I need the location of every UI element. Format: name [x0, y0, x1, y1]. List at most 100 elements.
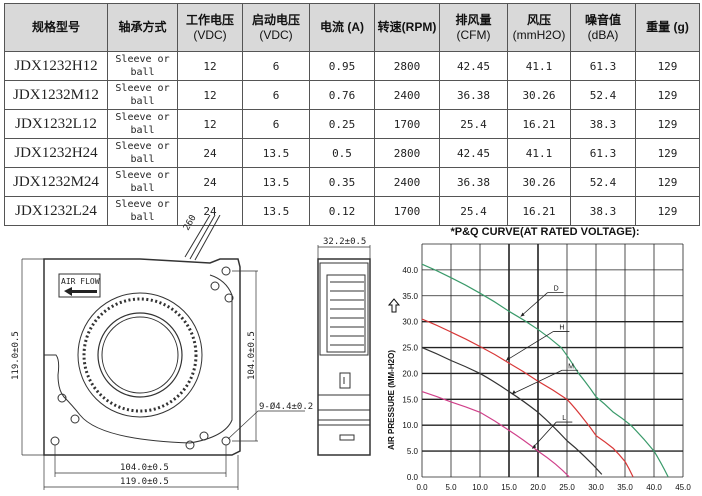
table-cell: JDX1232H24: [4, 138, 108, 168]
table-cell: 12: [177, 51, 243, 81]
callout-line: [520, 292, 548, 317]
column-header: 噪音值 (dBA): [570, 3, 636, 52]
table-cell: 2400: [374, 80, 440, 110]
column-header: 重量 (g): [635, 3, 700, 52]
table-cell: 129: [635, 138, 700, 168]
table-cell: 129: [635, 167, 700, 197]
x-tick-label: 5.0: [445, 483, 457, 492]
y-tick-label: 0.0: [407, 473, 419, 482]
column-header: 轴承方式: [107, 3, 178, 52]
table-cell: Sleeve or ball: [107, 138, 178, 168]
table-cell: 0.5: [309, 138, 375, 168]
table-cell: 16.21: [507, 109, 571, 139]
table-cell: 61.3: [570, 51, 636, 81]
column-header: 启动电压 (VDC): [242, 3, 310, 52]
table-cell: JDX1232M24: [4, 167, 108, 197]
y-tick-label: 25.0: [402, 344, 418, 353]
table-cell: 1700: [374, 109, 440, 139]
dim-height: 119.0±0.5: [11, 331, 21, 380]
x-tick-label: 30.0: [588, 483, 604, 492]
header-unit: (VDC): [193, 27, 227, 42]
y-tick-label: 40.0: [402, 266, 418, 275]
callout-line: [531, 421, 557, 449]
y-tick-label: 20.0: [402, 369, 418, 378]
header-label: 风压: [526, 12, 551, 27]
y-tick-label: 5.0: [407, 447, 419, 456]
table-cell: 25.4: [439, 109, 508, 139]
x-tick-label: 20.0: [530, 483, 546, 492]
table-cell: 36.38: [439, 80, 508, 110]
table-cell: 52.4: [570, 167, 636, 197]
table-cell: 13.5: [242, 138, 310, 168]
table-cell: 61.3: [570, 138, 636, 168]
column-header: 风压 (mmH2O): [507, 3, 571, 52]
arrow-head-icon: [532, 444, 537, 449]
table-cell: 6: [242, 51, 310, 81]
x-tick-label: 15.0: [501, 483, 517, 492]
table-cell: 0.25: [309, 109, 375, 139]
header-label: 规格型号: [31, 20, 80, 34]
series-line-M: [421, 346, 603, 475]
header-unit: (CFM): [456, 27, 491, 42]
x-tick-label: 0.0: [416, 483, 428, 492]
arrow-head-icon: [511, 390, 516, 395]
table-cell: 16.21: [507, 196, 571, 226]
table-cell: 0.12: [309, 196, 375, 226]
header-label: 重量 (g): [646, 20, 689, 34]
column-header: 转速(RPM): [374, 3, 440, 52]
table-cell: Sleeve or ball: [107, 80, 178, 110]
table-cell: 52.4: [570, 80, 636, 110]
table-cell: 2800: [374, 138, 440, 168]
table-row: JDX1232L24 Sleeve or ball 24 13.5 0.12 1700 25…: [4, 196, 700, 226]
series-label: L: [562, 415, 566, 422]
spec-table: 规格型号 轴承方式 工作电压 (VDC) 启动电压 (VDC) 电流 (A) 转速(RPM) 排…: [4, 3, 700, 226]
series-line-H: [421, 318, 634, 478]
dim-hole-vertical: 104.0±0.5: [247, 331, 257, 380]
column-header: 规格型号: [4, 3, 108, 52]
header-label: 噪音值: [584, 12, 621, 27]
table-cell: Sleeve or ball: [107, 167, 178, 197]
table-row: JDX1232M24 Sleeve or ball 24 13.5 0.35 2400 36…: [4, 167, 700, 197]
airflow-label: AIR FLOW: [61, 277, 100, 286]
dim-width: 119.0±0.5: [120, 477, 169, 487]
header-label: 轴承方式: [118, 20, 167, 34]
fan-drawing: AIR FLOW 260 119.0±0.5 104.0±0.5 104.0±0…: [11, 215, 371, 490]
y-tick-label: 30.0: [402, 318, 418, 327]
column-header: 排风量 (CFM): [439, 3, 508, 52]
table-cell: Sleeve or ball: [107, 109, 178, 139]
x-tick-label: 10.0: [472, 483, 488, 492]
table-cell: JDX1232H12: [4, 51, 108, 81]
table-cell: 129: [635, 109, 700, 139]
table-cell: 13.5: [242, 167, 310, 197]
table-cell: Sleeve or ball: [107, 196, 178, 226]
series-label: D: [554, 286, 559, 293]
header-label: 转速(RPM): [377, 20, 437, 34]
table-cell: 30.26: [507, 80, 571, 110]
side-view: 32.2±0.5: [317, 237, 371, 456]
x-tick-label: 45.0: [675, 483, 691, 492]
y-tick-label: 15.0: [402, 395, 418, 404]
table-row: JDX1232M12 Sleeve or ball 12 6 0.76 2400 36.38…: [4, 80, 700, 110]
airflow-arrow-icon: [64, 287, 97, 296]
chart-title: *P&Q CURVE(AT RATED VOLTAGE):: [450, 226, 639, 238]
up-arrow-icon: [387, 298, 401, 313]
table-cell: 24: [177, 196, 243, 226]
dim-hole-horizontal: 104.0±0.5: [120, 463, 169, 473]
header-unit: (VDC): [259, 27, 293, 42]
dimensions: 119.0±0.5 104.0±0.5 104.0±0.5 119.0±0.5 …: [11, 258, 313, 490]
table-cell: 1700: [374, 196, 440, 226]
arrow-head-icon: [520, 312, 525, 317]
table-cell: 2400: [374, 167, 440, 197]
x-tick-label: 35.0: [617, 483, 633, 492]
table-row: JDX1232L12 Sleeve or ball 12 6 0.25 1700 25.4 1…: [4, 109, 700, 139]
header-label: 电流 (A): [320, 20, 364, 34]
table-cell: 24: [177, 138, 243, 168]
table-cell: 0.35: [309, 167, 375, 197]
table-cell: 25.4: [439, 196, 508, 226]
table-cell: 42.45: [439, 51, 508, 81]
callout-line: [511, 369, 563, 395]
table-row: JDX1232H24 Sleeve or ball 24 13.5 0.5 2800 42.…: [4, 138, 700, 168]
table-cell: 38.3: [570, 109, 636, 139]
table-cell: 42.45: [439, 138, 508, 168]
table-cell: 6: [242, 80, 310, 110]
